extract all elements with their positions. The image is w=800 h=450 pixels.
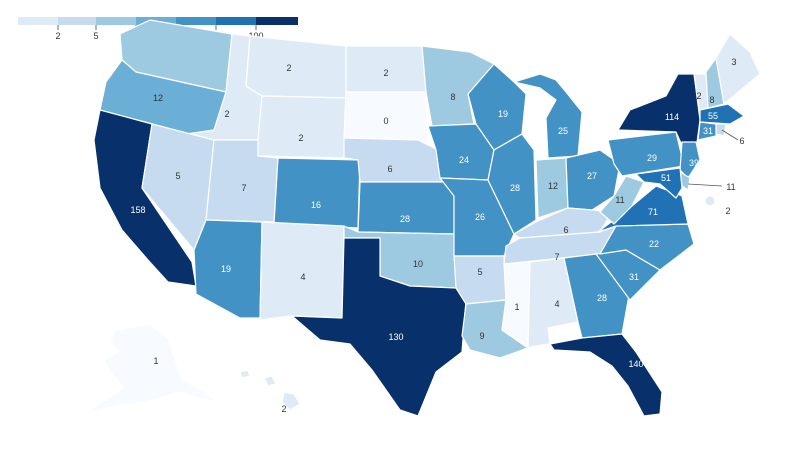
- state-sd[interactable]: [343, 91, 429, 145]
- state-nm[interactable]: [259, 221, 345, 321]
- legend-swatch-1: [18, 17, 58, 25]
- legend-swatch-5: [176, 17, 216, 25]
- legend-swatch-7: [256, 17, 298, 25]
- state-az[interactable]: [193, 219, 263, 319]
- state-pa[interactable]: [607, 131, 685, 177]
- state-fl[interactable]: [549, 333, 663, 417]
- state-ma[interactable]: [699, 103, 745, 125]
- states-layer: [87, 19, 761, 417]
- state-nj[interactable]: [679, 141, 701, 179]
- label-de: 11: [726, 182, 735, 192]
- state-ms[interactable]: [501, 261, 531, 349]
- state-ne[interactable]: [343, 137, 445, 183]
- state-il[interactable]: [487, 133, 537, 235]
- state-wy[interactable]: [257, 95, 347, 159]
- state-ri[interactable]: [715, 123, 727, 137]
- legend-tick-label-2: 5: [93, 31, 98, 41]
- state-nd[interactable]: [345, 45, 427, 93]
- state-ak[interactable]: [87, 323, 219, 413]
- legend-tick-label-6: 100: [248, 31, 263, 41]
- legend-swatch-2: [58, 17, 96, 25]
- leader-lines: [687, 129, 739, 187]
- legend-swatch-3: [96, 17, 136, 25]
- legend-swatch-6: [216, 17, 256, 25]
- state-md[interactable]: [635, 167, 683, 199]
- state-hi[interactable]: [239, 369, 301, 411]
- state-tx[interactable]: [291, 237, 467, 417]
- state-mt[interactable]: [245, 35, 347, 99]
- legend-tick-label-1: 2: [55, 31, 60, 41]
- state-in[interactable]: [535, 157, 569, 219]
- leader-ri: [721, 129, 739, 141]
- state-me[interactable]: [715, 33, 761, 105]
- state-ks[interactable]: [357, 181, 455, 235]
- state-co[interactable]: [273, 157, 361, 229]
- state-dc[interactable]: [704, 195, 716, 207]
- leader-de: [687, 183, 723, 187]
- state-ar[interactable]: [453, 255, 507, 305]
- state-mn[interactable]: [421, 45, 495, 127]
- state-ct[interactable]: [697, 121, 717, 141]
- label-dc: 2: [725, 206, 730, 216]
- state-wi[interactable]: [467, 63, 527, 151]
- label-ri: 6: [739, 136, 744, 146]
